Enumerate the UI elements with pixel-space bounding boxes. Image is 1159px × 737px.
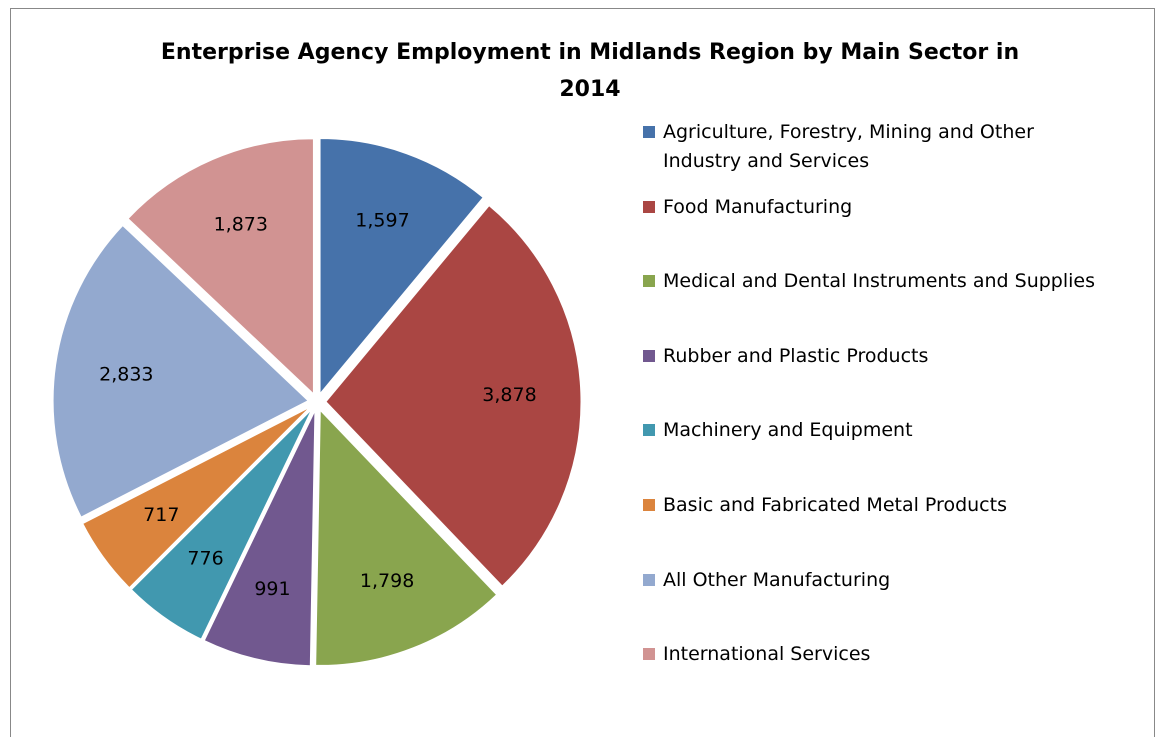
legend-label: Agriculture, Forestry, Mining and Other …: [663, 121, 1034, 172]
pie-slice: [52, 224, 309, 518]
legend-label: Machinery and Equipment: [663, 419, 913, 442]
legend-entry: Food Manufacturing: [643, 193, 1113, 268]
data-label: 776: [187, 548, 223, 570]
legend-swatch: [643, 498, 655, 511]
legend-swatch: [643, 573, 655, 586]
legend-swatch: [643, 200, 655, 213]
pie-slice: [319, 138, 484, 395]
pie-slice: [130, 408, 313, 640]
pie-slice: [82, 406, 311, 589]
data-label: 1,798: [360, 570, 414, 592]
legend-entry: International Services: [643, 640, 1113, 715]
pie-slice: [203, 410, 316, 667]
legend-entry: All Other Manufacturing: [643, 566, 1113, 641]
legend-label: International Services: [663, 643, 871, 666]
legend-label: Rubber and Plastic Products: [663, 344, 929, 367]
data-label: 2,833: [99, 363, 153, 385]
legend-entry: Medical and Dental Instruments and Suppl…: [643, 267, 1113, 342]
data-label: 717: [143, 504, 179, 526]
legend-label: Medical and Dental Instruments and Suppl…: [663, 270, 1096, 293]
legend-label: All Other Manufacturing: [663, 568, 891, 591]
legend-swatch: [643, 648, 655, 661]
legend: Agriculture, Forestry, Mining and Other …: [643, 118, 1113, 715]
pie-slice: [315, 409, 498, 666]
data-label: 3,878: [482, 384, 536, 406]
legend-swatch: [643, 424, 655, 437]
data-label: 1,597: [355, 209, 409, 231]
pie-slice: [127, 138, 314, 395]
legend-entry: Basic and Fabricated Metal Products: [643, 491, 1113, 566]
pie: 1,597 3,878 1,798 991 776 717 2,833 1,873: [52, 138, 582, 667]
data-label: 991: [254, 578, 290, 600]
legend-entry: Machinery and Equipment: [643, 416, 1113, 491]
legend-swatch: [643, 275, 655, 288]
legend-entry: Agriculture, Forestry, Mining and Other …: [643, 118, 1113, 193]
frame: [10, 8, 1155, 737]
legend-swatch: [643, 126, 655, 138]
legend-label: Basic and Fabricated Metal Products: [663, 493, 1007, 516]
legend-swatch: [643, 349, 655, 362]
chart-title: Enterprise Agency Employment in Midlands…: [160, 40, 1020, 102]
legend-entry: Rubber and Plastic Products: [643, 342, 1113, 417]
pie-slice: [325, 204, 582, 587]
legend-label: Food Manufacturing: [663, 195, 853, 218]
data-label: 1,873: [214, 214, 268, 236]
